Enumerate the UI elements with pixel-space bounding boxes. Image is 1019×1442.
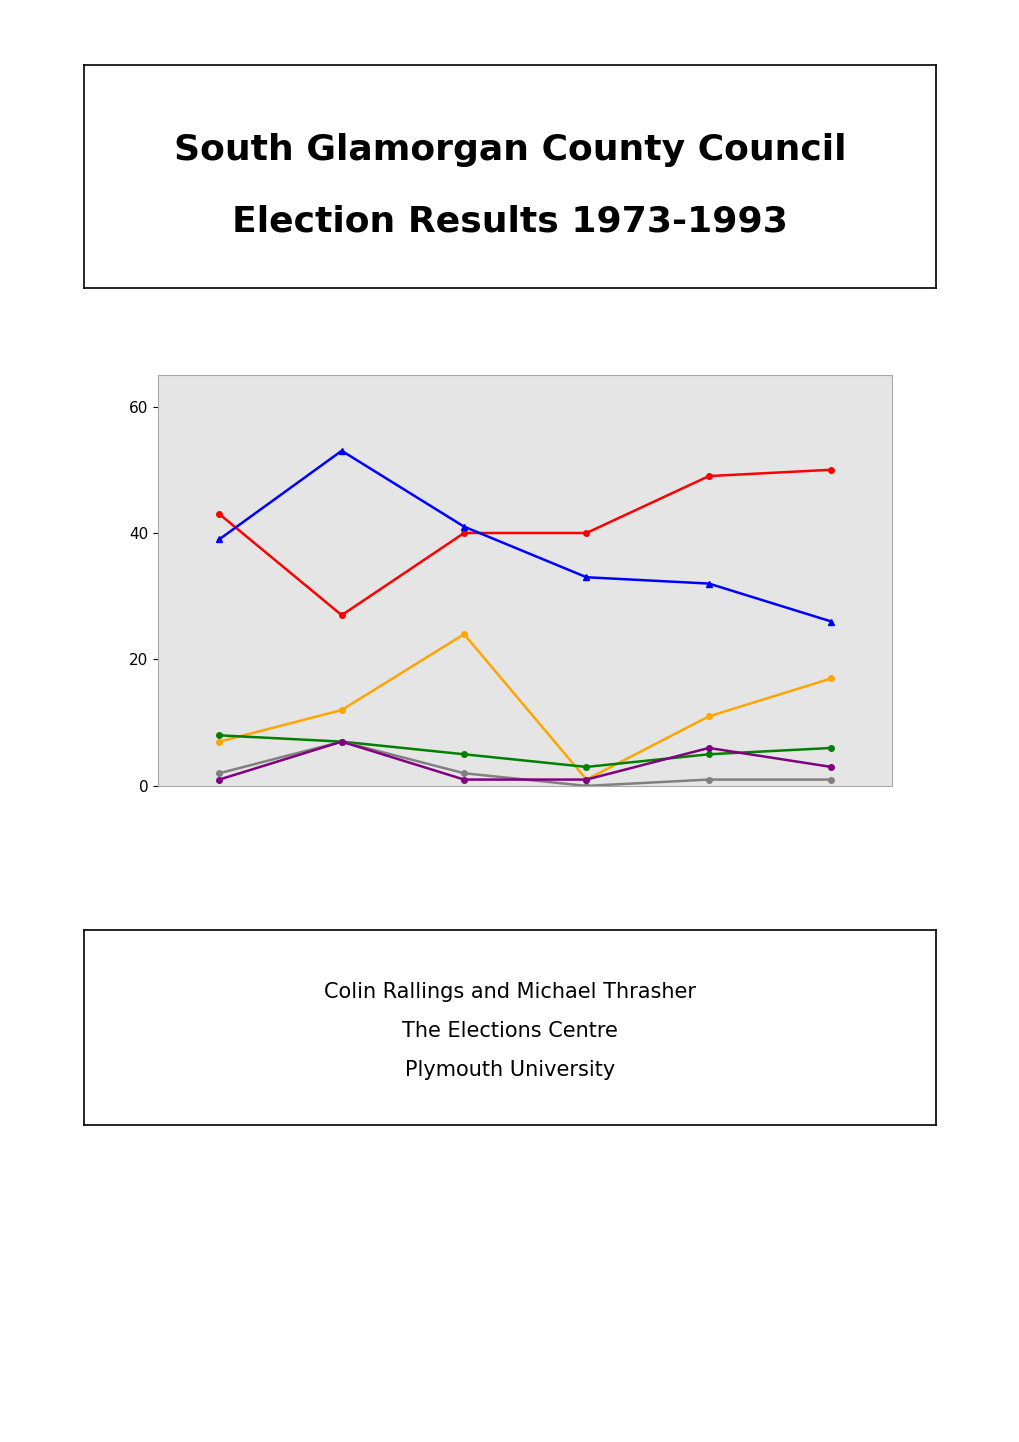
Text: The Elections Centre: The Elections Centre	[401, 1021, 618, 1041]
Text: Election Results 1973-1993: Election Results 1973-1993	[232, 205, 787, 238]
Text: Colin Rallings and Michael Thrasher: Colin Rallings and Michael Thrasher	[324, 982, 695, 1002]
Text: Plymouth University: Plymouth University	[405, 1060, 614, 1080]
Text: South Glamorgan County Council: South Glamorgan County Council	[173, 133, 846, 167]
